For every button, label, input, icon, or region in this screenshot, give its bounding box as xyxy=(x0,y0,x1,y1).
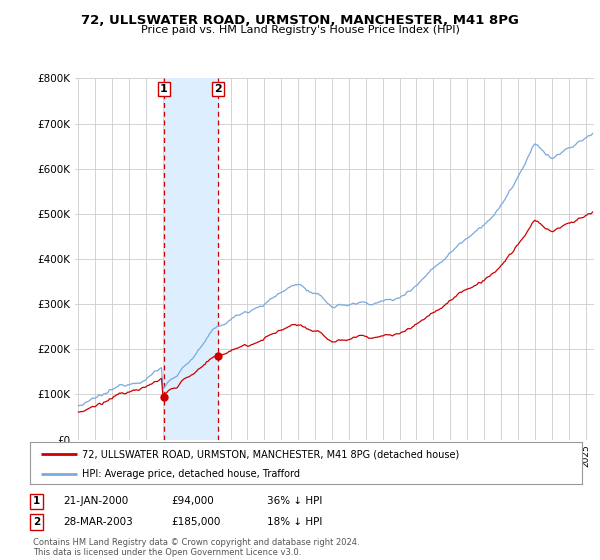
Text: HPI: Average price, detached house, Trafford: HPI: Average price, detached house, Traf… xyxy=(82,469,301,479)
Text: Price paid vs. HM Land Registry's House Price Index (HPI): Price paid vs. HM Land Registry's House … xyxy=(140,25,460,35)
Text: 21-JAN-2000: 21-JAN-2000 xyxy=(63,496,128,506)
Text: 72, ULLSWATER ROAD, URMSTON, MANCHESTER, M41 8PG (detached house): 72, ULLSWATER ROAD, URMSTON, MANCHESTER,… xyxy=(82,449,460,459)
Bar xyxy=(164,78,218,440)
Text: £94,000: £94,000 xyxy=(171,496,214,506)
Text: 2: 2 xyxy=(33,517,40,527)
Text: 36% ↓ HPI: 36% ↓ HPI xyxy=(267,496,322,506)
Text: 1: 1 xyxy=(33,496,40,506)
Text: £185,000: £185,000 xyxy=(171,517,220,527)
Text: 18% ↓ HPI: 18% ↓ HPI xyxy=(267,517,322,527)
Text: 2: 2 xyxy=(214,84,221,94)
Text: 1: 1 xyxy=(160,84,168,94)
Text: 28-MAR-2003: 28-MAR-2003 xyxy=(63,517,133,527)
Text: Contains HM Land Registry data © Crown copyright and database right 2024.
This d: Contains HM Land Registry data © Crown c… xyxy=(33,538,359,557)
Text: 72, ULLSWATER ROAD, URMSTON, MANCHESTER, M41 8PG: 72, ULLSWATER ROAD, URMSTON, MANCHESTER,… xyxy=(81,14,519,27)
